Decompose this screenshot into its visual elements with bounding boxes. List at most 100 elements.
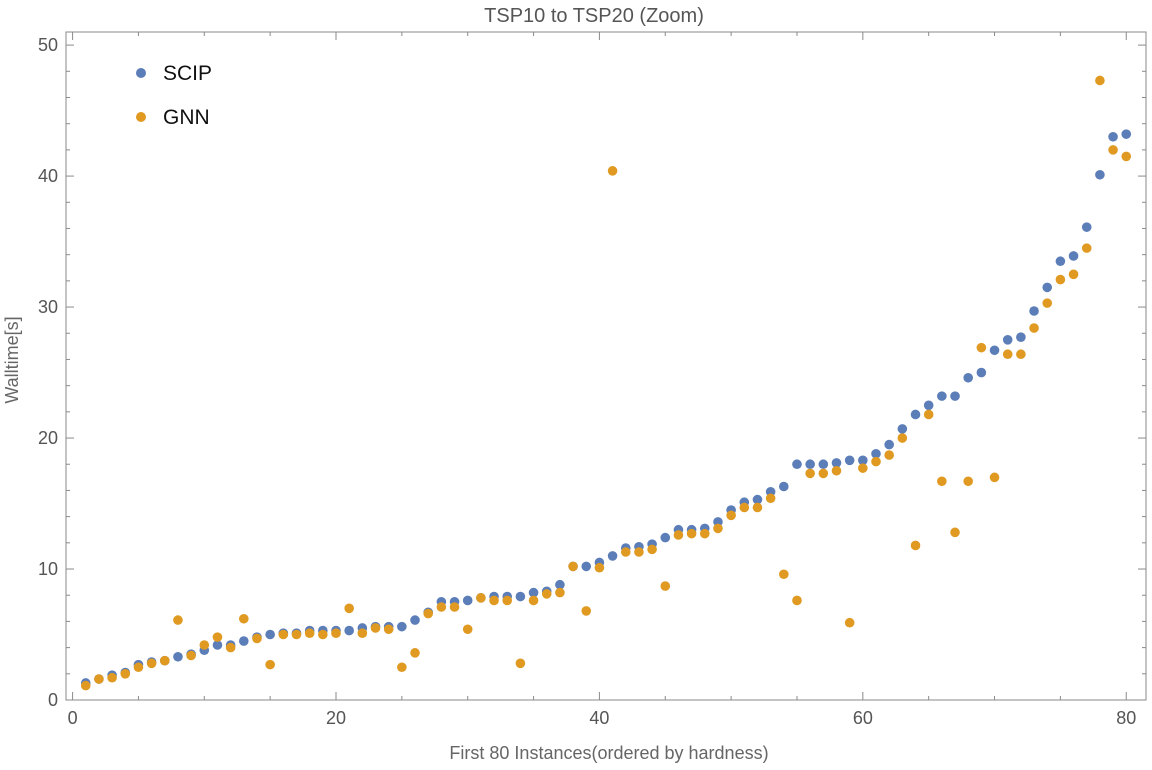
legend-marker-scip [136,68,146,78]
data-point-gnn [555,587,565,598]
data-point-gnn [436,602,447,612]
data-point-gnn [291,629,302,640]
data-point-scip [910,409,921,420]
data-point-scip [660,532,671,543]
data-point-scip [1002,335,1013,345]
data-point-gnn [278,629,289,640]
data-point-scip [212,640,223,650]
data-point-scip [923,400,934,411]
data-point-scip [515,591,526,602]
data-point-gnn [713,523,723,534]
data-point-gnn [634,547,644,557]
data-point-gnn [133,662,144,673]
data-point-scip [581,561,592,572]
data-point-scip [1095,169,1105,180]
plot-frame [65,31,1147,701]
data-point-scip [844,455,855,466]
data-point-gnn [1068,269,1079,280]
y-tick-label: 0 [48,690,58,710]
data-point-gnn [594,562,605,573]
data-point-gnn [370,623,381,633]
data-point-gnn [647,544,657,555]
data-point-gnn [923,409,934,420]
data-point-scip [1081,222,1092,232]
data-point-gnn [976,342,987,353]
data-point-gnn [620,547,631,557]
data-point-scip [818,459,829,470]
data-point-gnn [686,528,697,539]
data-point-gnn [225,642,236,653]
axis-ticks: 0 20 40 60 80 0 10 20 30 40 50 [38,32,1146,728]
data-point-gnn [357,628,368,638]
data-point-gnn [1095,75,1105,86]
data-point-gnn [199,640,210,650]
data-point-gnn [344,603,354,614]
data-point-gnn [607,166,618,176]
data-point-scip [528,587,539,598]
data-point-gnn [752,502,763,513]
data-point-gnn [318,629,328,640]
data-point-gnn [1002,349,1013,360]
data-point-scip [265,629,275,640]
x-tick-label: 80 [1116,708,1136,728]
data-point-gnn [239,613,249,624]
data-point-gnn [397,662,407,673]
data-point-scip [805,459,815,470]
data-point-gnn [541,589,552,599]
data-point-gnn [423,608,433,619]
data-point-scip [1029,306,1039,316]
plot-border [65,31,1147,701]
data-point-gnn [1016,349,1026,360]
y-tick-label: 40 [38,166,58,186]
data-point-gnn [265,659,275,670]
data-point-scip [871,448,881,459]
data-point-gnn [910,540,921,551]
data-point-scip [1121,129,1132,139]
data-point-gnn [831,465,842,476]
data-point-scip [976,367,987,378]
data-point-scip [462,595,473,606]
data-point-gnn [963,476,973,487]
data-point-gnn [94,674,104,684]
data-point-scip [858,455,868,466]
data-point-gnn [462,624,473,635]
data-point-gnn [568,561,578,572]
data-point-gnn [489,595,499,606]
data-point-gnn [252,633,262,644]
chart-title: TSP10 to TSP20 (Zoom) [484,5,704,27]
data-point-gnn [159,655,170,666]
data-point-scip [989,345,1000,356]
legend-label-gnn: GNN [163,106,210,129]
legend-marker-gnn [136,112,146,122]
data-point-gnn [739,502,750,513]
data-point-gnn [449,602,460,612]
data-point-scip [1068,251,1079,261]
data-point-gnn [950,527,960,538]
data-point-scip [1055,256,1066,267]
data-point-gnn [779,569,789,580]
legend: SCIP GNN [136,62,212,129]
data-point-scip [1042,282,1053,293]
data-point-scip [239,636,249,646]
data-point-gnn [186,650,196,661]
data-point-gnn [212,632,223,642]
data-point-gnn [937,476,947,487]
data-point-gnn [871,456,881,467]
data-point-gnn [173,615,183,625]
x-axis-label: First 80 Instances(ordered by hardness) [449,743,768,763]
data-point-gnn [1081,243,1092,253]
data-point-scip [963,372,973,383]
x-tick-label: 40 [589,708,609,728]
data-point-gnn [410,648,420,658]
series-scip [80,129,1132,688]
data-point-gnn [818,468,829,479]
data-point-gnn [80,680,91,691]
data-point-gnn [146,658,157,669]
data-point-gnn [699,528,710,539]
data-point-scip [173,651,183,662]
data-point-scip [752,494,763,505]
data-point-gnn [528,595,539,606]
y-tick-label: 10 [38,559,58,579]
y-tick-label: 50 [38,35,58,55]
data-point-scip [555,579,565,590]
